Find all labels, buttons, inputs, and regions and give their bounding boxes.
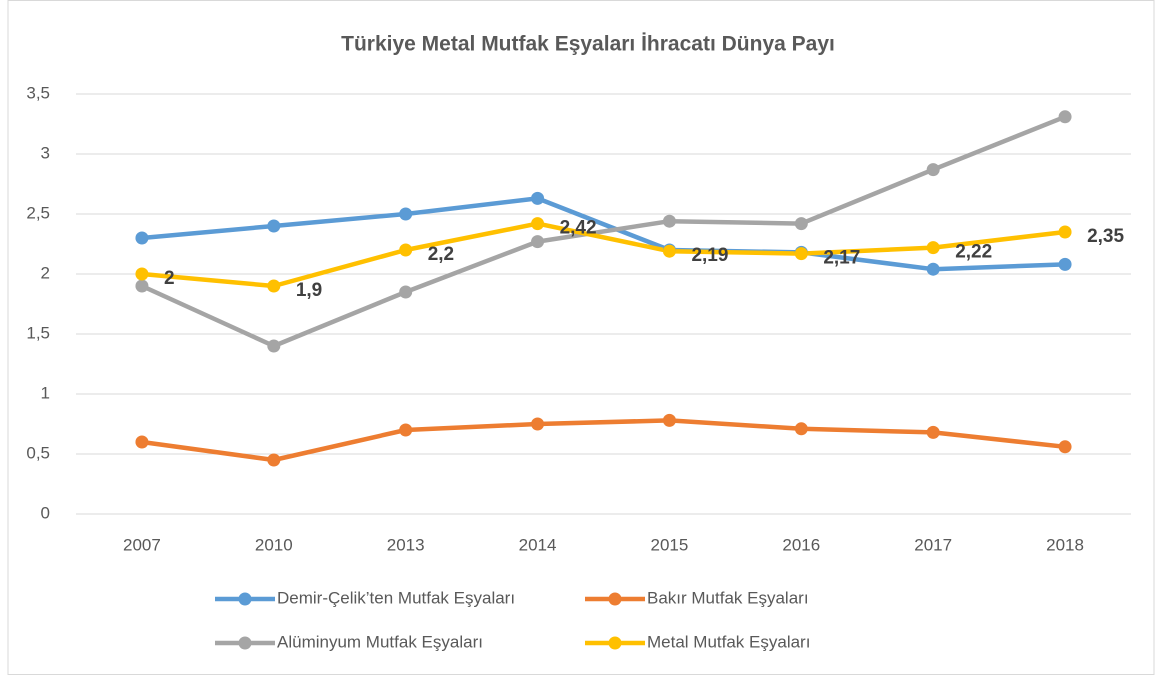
data-point (662, 214, 676, 228)
series-line (141, 114, 1066, 349)
data-point (135, 231, 149, 245)
data-point (399, 207, 413, 221)
data-point (531, 191, 545, 205)
data-label: 1,9 (296, 280, 322, 301)
y-tick-label: 0 (41, 503, 50, 522)
data-point (794, 217, 808, 231)
legend-marker (608, 636, 622, 650)
legend-label: Bakır Mutfak Eşyaları (647, 588, 809, 607)
data-label: 2,35 (1087, 226, 1124, 247)
data-point (1058, 110, 1072, 124)
data-label: 2,42 (560, 218, 597, 239)
data-point (926, 425, 940, 439)
data-point (399, 285, 413, 299)
series-line (141, 196, 1066, 272)
data-point (926, 262, 940, 276)
legend-label: Metal Mutfak Eşyaları (647, 632, 810, 651)
data-point (267, 219, 281, 233)
data-label: 2,2 (428, 244, 454, 265)
y-tick-label: 0,5 (26, 443, 50, 462)
x-tick-label: 2018 (1046, 535, 1084, 554)
legend-marker (238, 592, 252, 606)
data-label: 2 (164, 268, 175, 289)
x-tick-label: 2017 (914, 535, 952, 554)
y-tick-label: 3 (41, 143, 50, 162)
data-point (531, 235, 545, 249)
series-line (141, 418, 1066, 463)
legend-marker (238, 636, 252, 650)
x-tick-label: 2015 (651, 535, 689, 554)
legend-label: Alüminyum Mutfak Eşyaları (277, 632, 483, 651)
data-point (399, 243, 413, 257)
x-tick-label: 2016 (782, 535, 820, 554)
data-point (926, 163, 940, 177)
data-point (267, 339, 281, 353)
y-tick-label: 2 (41, 263, 50, 282)
chart-frame (7, 0, 1155, 675)
data-point (531, 417, 545, 431)
data-point (399, 423, 413, 437)
y-tick-label: 2,5 (26, 203, 50, 222)
data-point (135, 435, 149, 449)
legend-label: Demir-Çelik’ten Mutfak Eşyaları (277, 588, 515, 607)
x-tick-label: 2007 (123, 535, 161, 554)
data-label: 2,17 (823, 248, 860, 269)
data-label: 2,22 (955, 242, 992, 263)
x-tick-label: 2010 (255, 535, 293, 554)
data-point (531, 217, 545, 231)
data-point (1058, 440, 1072, 454)
data-point (794, 247, 808, 261)
data-point (267, 279, 281, 293)
y-tick-label: 1 (41, 383, 50, 402)
data-point (662, 244, 676, 258)
x-tick-label: 2013 (387, 535, 425, 554)
data-point (267, 453, 281, 467)
chart-title: Türkiye Metal Mutfak Eşyaları İhracatı D… (341, 33, 835, 56)
legend-marker (608, 592, 622, 606)
data-point (1058, 225, 1072, 239)
y-tick-label: 3,5 (26, 83, 50, 102)
data-point (794, 422, 808, 436)
data-point (662, 413, 676, 427)
x-tick-label: 2014 (519, 535, 557, 554)
data-label: 2,19 (691, 245, 728, 266)
data-point (926, 241, 940, 255)
y-tick-label: 1,5 (26, 323, 50, 342)
data-point (135, 267, 149, 281)
series-line (141, 221, 1066, 289)
data-point (1058, 257, 1072, 271)
data-point (135, 279, 149, 293)
